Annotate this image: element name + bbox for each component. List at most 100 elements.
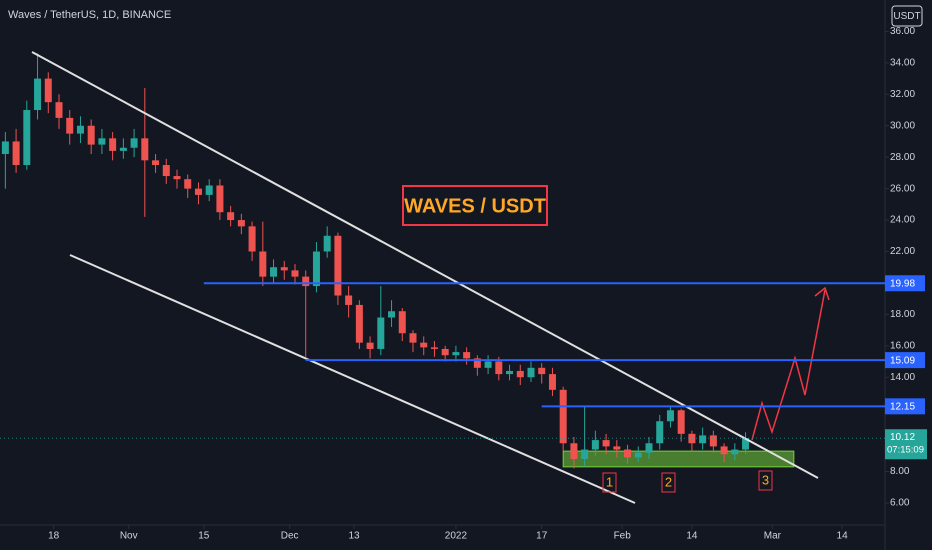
y-tick-label: 24.00 xyxy=(890,215,915,226)
candle-body xyxy=(205,185,213,195)
candle-body xyxy=(613,446,621,450)
annotation-box xyxy=(602,472,617,493)
candle-body xyxy=(55,102,63,118)
candle-body xyxy=(130,138,138,148)
candle-body xyxy=(677,410,685,434)
annotation: 2 xyxy=(665,474,672,489)
candle-body xyxy=(34,78,42,111)
candle-body xyxy=(591,440,599,450)
level-tag-label: 19.98 xyxy=(890,278,915,289)
candle-body xyxy=(742,438,750,450)
annotation: 3 xyxy=(762,472,769,487)
candle-body xyxy=(559,389,567,444)
candle-body xyxy=(227,212,235,221)
plot xyxy=(1,53,795,469)
candle-body xyxy=(259,251,267,277)
x-tick-label: Dec xyxy=(281,531,299,542)
x-tick-label: 14 xyxy=(837,531,849,542)
y-tick-label: 18.00 xyxy=(890,309,915,320)
candle-body xyxy=(430,347,438,349)
candle-body xyxy=(248,226,256,252)
candle-body xyxy=(270,267,278,277)
x-tick-label: Nov xyxy=(120,531,138,542)
title: WAVES / USDT xyxy=(404,195,546,217)
candle-body xyxy=(420,342,428,348)
candle-body xyxy=(548,374,556,390)
candle-body xyxy=(452,352,460,356)
currency-button-frame[interactable] xyxy=(891,5,923,27)
candle-body xyxy=(441,348,449,356)
candle-body xyxy=(688,433,696,444)
x-tick-label: 14 xyxy=(686,531,698,542)
y-tick-label: 14.00 xyxy=(890,372,915,383)
candle-body xyxy=(162,165,170,177)
candle-body xyxy=(527,367,535,378)
y-tick-label: 16.00 xyxy=(890,340,915,351)
candle-body xyxy=(720,446,728,455)
candle-body xyxy=(323,235,331,252)
candle-body xyxy=(495,361,503,375)
y-tick-label: 22.00 xyxy=(890,246,915,257)
candle-body xyxy=(66,117,74,134)
candle-body xyxy=(398,311,406,334)
arrow-head xyxy=(814,286,830,301)
candle-body xyxy=(302,276,310,287)
countdown: 07:15:09 xyxy=(887,445,924,456)
candle-body xyxy=(141,138,149,161)
candle-body xyxy=(87,125,95,145)
candle-body xyxy=(473,358,481,368)
level-tag xyxy=(885,275,925,292)
annotation-box xyxy=(661,472,676,493)
candle-body xyxy=(44,78,52,103)
x-tick-label: 13 xyxy=(348,531,360,542)
candle-body xyxy=(119,147,127,151)
x-tick-label: 15 xyxy=(198,531,210,542)
candle-body xyxy=(645,443,653,453)
candle-body xyxy=(280,267,288,271)
x-tick-label: 2022 xyxy=(445,531,468,542)
x-tick-label: Feb xyxy=(614,531,632,542)
candle-body xyxy=(173,176,181,180)
level-tag-label: 12.15 xyxy=(890,401,915,412)
candle-body xyxy=(312,251,320,287)
candle-body xyxy=(699,435,707,444)
x-tick-label: Mar xyxy=(764,531,782,542)
candle-body xyxy=(12,141,20,166)
y-tick-label: 8.00 xyxy=(890,466,910,477)
candle-body xyxy=(216,185,224,213)
candle-body xyxy=(98,138,106,145)
annotation: 1 xyxy=(606,474,613,489)
candle-body xyxy=(291,270,299,277)
candle-body xyxy=(184,179,192,189)
candle-body xyxy=(377,317,385,349)
candle-body xyxy=(334,235,342,296)
level-tag-label: 15.09 xyxy=(890,355,915,366)
currency-button[interactable]: USDT xyxy=(893,11,920,22)
lower-trendline xyxy=(69,254,636,504)
x-tick-label: 18 xyxy=(48,531,60,542)
symbol-header: Waves / TetherUS, 1D, BINANCE xyxy=(8,9,171,21)
y-tick-label: 28.00 xyxy=(890,152,915,163)
current-price-label: 10.12 xyxy=(890,432,915,443)
y-tick-label: 26.00 xyxy=(890,183,915,194)
x-tick-label: 17 xyxy=(536,531,548,542)
candle-body xyxy=(516,370,524,378)
y-tick-label: 32.00 xyxy=(890,89,915,100)
candle-body xyxy=(538,367,546,375)
title-box xyxy=(402,185,548,226)
support-zone xyxy=(562,450,795,468)
y-tick-label: 6.00 xyxy=(890,498,910,509)
candle-body xyxy=(506,370,514,375)
candle-body xyxy=(656,421,664,444)
candle-body xyxy=(23,110,31,166)
projection-arrow xyxy=(751,289,826,441)
level-tag xyxy=(885,398,925,415)
candle-body xyxy=(709,435,717,447)
candle-body xyxy=(666,410,674,422)
candle-body xyxy=(463,352,471,359)
current-price-tag xyxy=(885,429,927,460)
y-tick-label: 34.00 xyxy=(890,58,915,69)
candle-body xyxy=(345,295,353,305)
candle-body xyxy=(1,141,9,155)
candle-body xyxy=(237,220,245,227)
